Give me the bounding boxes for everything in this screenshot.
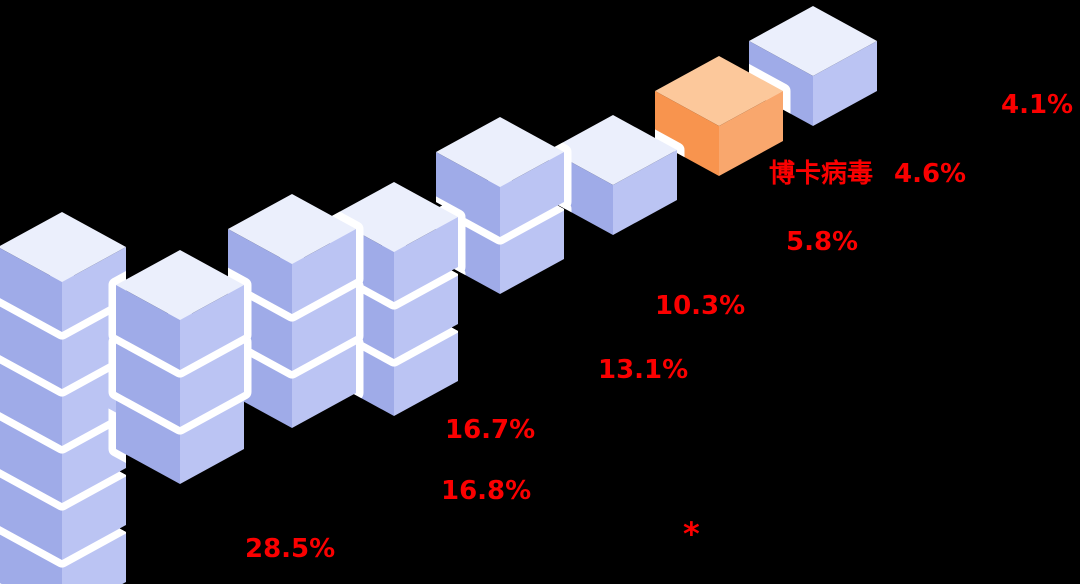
value-16-7: 16.7% xyxy=(445,415,536,445)
footnote-star: * xyxy=(683,515,700,553)
value-28-5: 28.5% xyxy=(245,534,336,564)
value-16-8: 16.8% xyxy=(441,476,532,506)
value-10-3: 10.3% xyxy=(655,291,746,321)
highlight-cube-G1 xyxy=(655,56,783,176)
cube-E1 xyxy=(436,117,564,237)
value-4-6: 4.6% xyxy=(894,159,967,189)
cat-bocavirus: 博卡病毒 xyxy=(769,159,874,189)
value-13-1: 13.1% xyxy=(598,355,689,385)
cube-C1 xyxy=(228,194,356,314)
value-4-1: 4.1% xyxy=(1001,90,1074,120)
cube-B1 xyxy=(116,250,244,370)
cube-layer xyxy=(0,6,877,584)
value-5-8: 5.8% xyxy=(786,227,859,257)
cube-A1 xyxy=(0,212,126,332)
